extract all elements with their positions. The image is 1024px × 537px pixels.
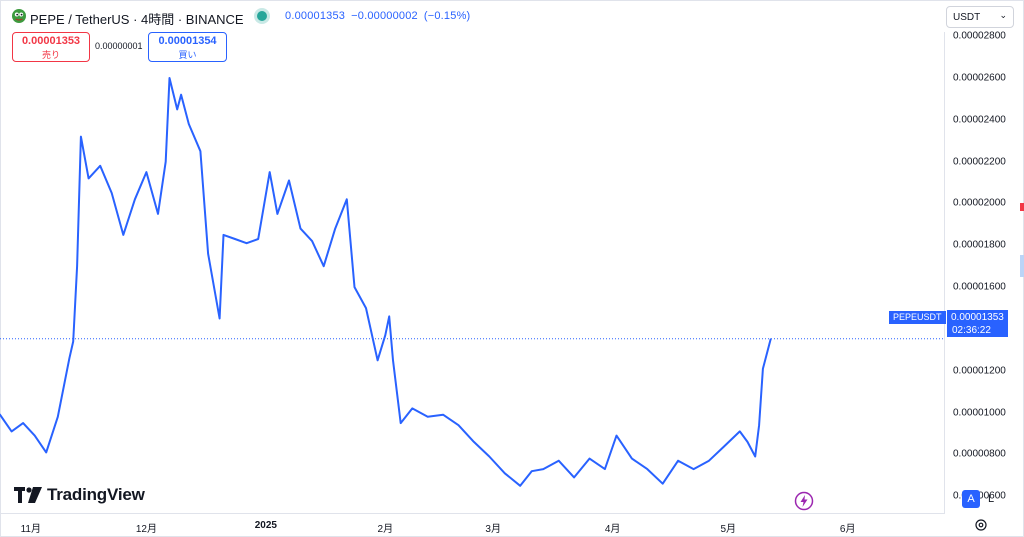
pepe-logo-icon[interactable] [12, 9, 26, 23]
currency-select[interactable]: USDT ⌄ [946, 6, 1014, 28]
spread-value: 0.00000001 [95, 41, 143, 51]
y-tick-label: 0.00002400 [953, 114, 1006, 126]
buy-label: 買い [178, 50, 197, 60]
x-tick-label: 5月 [720, 524, 736, 535]
log-scale-button[interactable]: L [987, 493, 995, 505]
quote-line: 0.00001353 −0.00000002 (−0.15%) [285, 10, 476, 22]
x-tick-label: 12月 [135, 524, 157, 535]
edge-marker-red [1020, 203, 1024, 211]
sell-label: 売り [41, 50, 60, 60]
sell-button[interactable]: 0.00001353 売り [12, 32, 90, 62]
y-tick-label: 0.00001800 [953, 239, 1006, 251]
quote-price: 0.00001353 [285, 10, 346, 22]
buy-price: 0.00001354 [158, 35, 217, 47]
x-tick-label: 4月 [604, 524, 621, 535]
currency-value: USDT [953, 12, 981, 23]
y-tick-label: 0.00000800 [953, 448, 1006, 460]
candle-countdown: 02:36:22 [952, 325, 991, 336]
last-price-value: 0.00001353 [951, 312, 1004, 323]
symbol-title[interactable]: PEPE / TetherUS · 4時間 · BINANCE [30, 12, 244, 27]
lightning-icon[interactable] [794, 491, 814, 511]
tradingview-logo-icon [14, 487, 42, 503]
y-tick-label: 0.00001600 [953, 281, 1006, 293]
time-axis[interactable]: 11月 12月 2025 2月 3月 4月 5月 6月 [0, 513, 945, 536]
x-tick-label: 6月 [839, 524, 856, 535]
gear-icon[interactable] [974, 518, 988, 532]
x-tick-label: 2025 [254, 520, 277, 531]
x-tick-label: 3月 [485, 524, 501, 535]
y-tick-label: 0.00002600 [953, 72, 1006, 84]
y-tick-label: 0.00002200 [953, 156, 1006, 168]
last-price-tag: 0.00001353 02:36:22 [947, 310, 1008, 337]
logo-text: TradingView [47, 485, 145, 504]
y-tick-label: 0.00002800 [953, 30, 1006, 42]
auto-scale-button[interactable]: A [962, 490, 980, 508]
price-chart[interactable] [0, 0, 944, 513]
y-tick-label: 0.00002000 [953, 197, 1006, 209]
sell-price: 0.00001353 [21, 35, 81, 47]
buy-button[interactable]: 0.00001354 買い [148, 32, 227, 62]
price-axis[interactable]: 0.00002800 0.00002600 0.00002400 0.00002200… [944, 30, 1024, 513]
symbol-tag: PEPEUSDT [889, 311, 946, 324]
x-tick-label: 11月 [20, 524, 42, 535]
price-line-series [0, 77, 772, 487]
quote-change-pct: (−0.15%) [423, 10, 471, 22]
edge-marker-blue [1020, 255, 1024, 277]
top-bar: PEPE / TetherUS · 4時間 · BINANCE 0.000013… [0, 0, 945, 32]
quote-change: −0.00000002 [351, 10, 418, 22]
y-tick-label: 0.00001000 [953, 407, 1006, 419]
x-tick-label: 2月 [377, 524, 394, 535]
chevron-down-icon: ⌄ [999, 10, 1007, 20]
live-status-dot-icon [257, 11, 267, 21]
y-tick-label: 0.00001200 [953, 365, 1006, 377]
